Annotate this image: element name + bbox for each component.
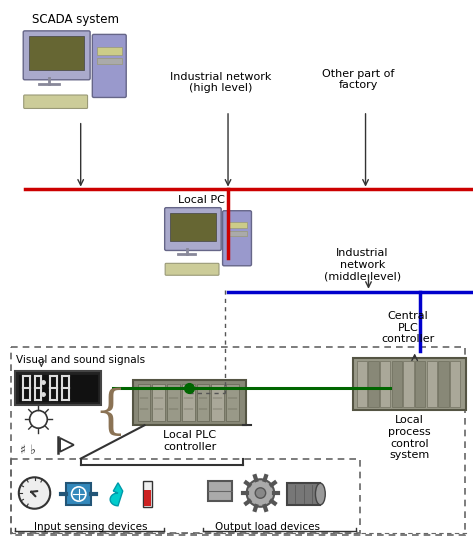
Bar [227,231,247,236]
Bar [211,384,224,421]
Circle shape [19,477,50,508]
Bar [11,347,465,535]
Text: Industrial network
(high level): Industrial network (high level) [171,71,272,93]
Bar [133,380,246,425]
Bar [182,384,195,421]
FancyBboxPatch shape [92,34,126,98]
Text: Central
PLC
controller: Central PLC controller [381,311,434,344]
Text: Output load devices: Output load devices [215,522,320,532]
Bar [227,222,247,228]
Polygon shape [110,483,123,506]
Bar [368,361,379,407]
Bar [137,384,150,421]
Bar [197,384,210,421]
Text: Visual and sound signals: Visual and sound signals [16,354,145,365]
Bar [415,361,425,407]
Text: Local
process
control
system: Local process control system [388,415,431,460]
Bar [97,58,122,64]
Bar [153,384,165,421]
Bar [144,490,151,506]
Bar [287,483,320,505]
Bar [167,384,180,421]
FancyBboxPatch shape [23,31,90,80]
Bar [209,481,232,501]
Bar [170,213,216,241]
Bar [66,483,91,505]
Bar [143,481,153,507]
Text: Local PLC
controller: Local PLC controller [163,430,216,452]
Bar [11,459,360,534]
FancyBboxPatch shape [165,263,219,275]
FancyBboxPatch shape [223,211,252,266]
Text: Input sensing devices: Input sensing devices [34,522,147,532]
Text: Industrial
network
(middle level): Industrial network (middle level) [324,249,401,282]
Ellipse shape [316,483,325,505]
Circle shape [246,479,274,507]
Bar [392,361,402,407]
Bar [226,384,239,421]
Bar [427,361,437,407]
Bar [438,361,449,407]
Bar [18,374,99,402]
Bar [97,47,122,55]
Text: SCADA system: SCADA system [32,14,119,27]
Bar [403,361,414,407]
Text: {: { [93,387,127,438]
FancyBboxPatch shape [164,208,221,251]
Bar [380,361,390,407]
Bar [357,361,367,407]
Text: Local PC: Local PC [178,195,225,205]
Bar [353,359,466,409]
Text: $\sharp$ $\flat$: $\sharp$ $\flat$ [19,444,36,457]
Bar [15,371,101,404]
Circle shape [255,488,265,498]
FancyBboxPatch shape [24,95,88,108]
Text: Other part of
factory: Other part of factory [322,69,395,90]
Bar [450,361,460,407]
Bar [29,37,84,70]
